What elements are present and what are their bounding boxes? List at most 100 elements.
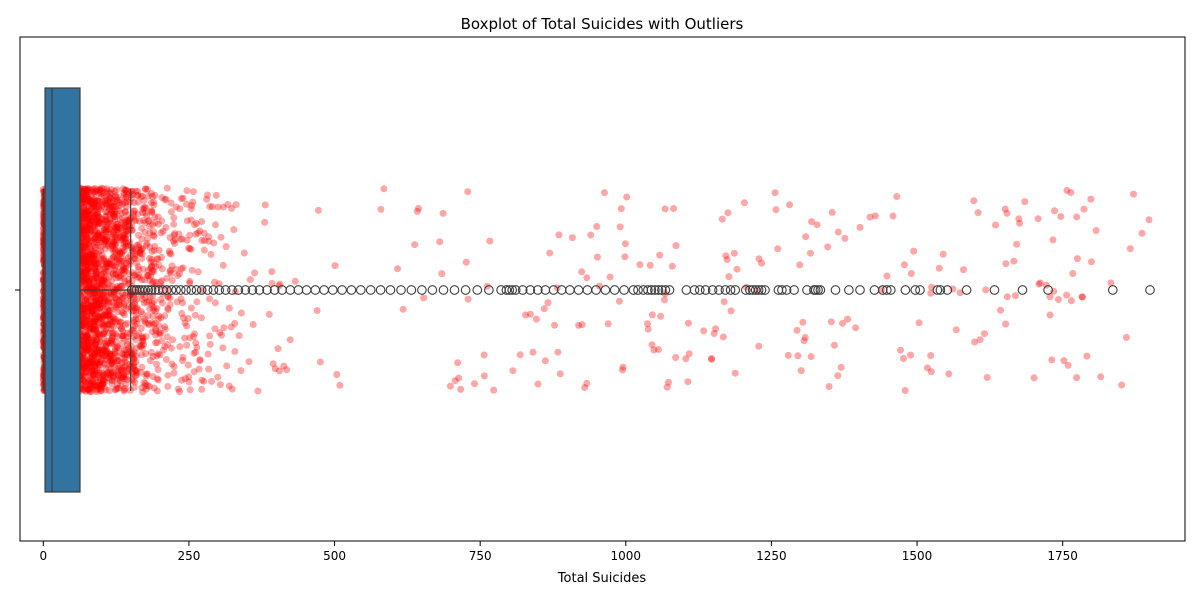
jitter-point	[131, 336, 139, 344]
jitter-point	[105, 329, 113, 337]
jitter-point	[89, 248, 97, 256]
jitter-point	[97, 255, 104, 263]
jitter-point	[128, 222, 136, 230]
jitter-point	[219, 344, 227, 352]
jitter-point	[79, 211, 87, 219]
jitter-point	[84, 187, 92, 195]
jitter-point	[83, 357, 91, 365]
jitter-point	[316, 358, 324, 366]
jitter-point	[107, 351, 115, 359]
jitter-point	[110, 288, 118, 296]
jitter-point	[166, 249, 174, 257]
jitter-point	[200, 229, 208, 237]
jitter-point	[119, 294, 127, 302]
jitter-point	[131, 366, 139, 374]
jitter-point	[198, 236, 206, 244]
jitter-point	[131, 298, 139, 306]
jitter-point	[83, 366, 91, 374]
jitter-point	[108, 329, 116, 337]
jitter-point	[109, 202, 117, 210]
jitter-point	[86, 363, 94, 371]
jitter-point	[156, 351, 164, 359]
jitter-point	[105, 307, 113, 315]
jitter-point	[104, 369, 111, 377]
jitter-point	[198, 376, 206, 384]
jitter-point	[86, 207, 94, 215]
jitter-point	[84, 272, 92, 280]
jitter-point	[129, 316, 137, 324]
jitter-point	[90, 302, 98, 310]
jitter-point	[133, 332, 140, 340]
jitter-point	[89, 242, 97, 250]
jitter-point	[101, 226, 108, 234]
jitter-point	[167, 250, 175, 258]
jitter-point	[101, 347, 109, 355]
jitter-point	[96, 332, 104, 340]
jitter-point	[83, 335, 91, 343]
jitter-point	[89, 223, 97, 231]
jitter-point	[149, 266, 157, 274]
jitter-point	[230, 226, 238, 234]
jitter-point	[87, 217, 95, 225]
jitter-point	[143, 239, 151, 247]
jitter-point	[136, 341, 144, 349]
jitter-point	[116, 249, 124, 257]
jitter-point	[83, 208, 91, 216]
jitter-point	[212, 191, 220, 199]
jitter-point	[106, 258, 114, 266]
jitter-point	[121, 208, 129, 216]
jitter-point	[90, 348, 98, 356]
jitter-point	[90, 253, 97, 260]
jitter-point	[110, 241, 118, 248]
jitter-point	[80, 229, 88, 237]
jitter-point	[118, 308, 126, 316]
jitter-point	[88, 191, 95, 199]
jitter-point	[80, 301, 87, 309]
jitter-point	[148, 319, 156, 327]
jitter-point	[106, 357, 114, 365]
jitter-point	[87, 210, 95, 218]
jitter-point	[82, 337, 90, 345]
jitter-point	[130, 325, 137, 333]
jitter-point	[109, 358, 117, 366]
jitter-point	[118, 236, 125, 244]
jitter-point	[94, 275, 102, 283]
jitter-point	[151, 191, 159, 199]
jitter-point	[101, 311, 109, 319]
jitter-point	[146, 254, 153, 262]
jitter-point	[121, 351, 128, 359]
jitter-point	[224, 201, 232, 208]
jitter-point	[150, 384, 158, 392]
jitter-point	[88, 214, 96, 222]
jitter-point	[136, 247, 144, 255]
jitter-point	[225, 304, 233, 312]
jitter-point	[231, 348, 239, 355]
jitter-point	[94, 292, 102, 300]
jitter-point	[99, 291, 106, 299]
jitter-point	[163, 333, 171, 341]
jitter-point	[123, 305, 130, 313]
jitter-point	[211, 278, 219, 286]
jitter-point	[210, 239, 218, 247]
jitter-point	[79, 350, 87, 358]
jitter-point	[94, 360, 102, 368]
jitter-point	[82, 226, 90, 234]
jitter-point	[142, 204, 150, 212]
jitter-point	[166, 294, 174, 302]
jitter-point	[167, 270, 175, 277]
jitter-point	[120, 234, 128, 242]
jitter-point	[149, 221, 156, 229]
jitter-point	[200, 246, 208, 254]
jitter-point	[157, 278, 164, 286]
jitter-point	[120, 198, 128, 206]
jitter-point	[81, 276, 89, 283]
jitter-point	[178, 195, 185, 203]
jitter-point	[144, 235, 152, 242]
jitter-point	[82, 222, 90, 230]
jitter-point	[108, 318, 115, 326]
jitter-point	[124, 365, 132, 373]
jitter-point	[93, 287, 101, 295]
jitter-point	[85, 363, 93, 371]
jitter-point	[124, 337, 132, 345]
jitter-point	[95, 353, 103, 361]
